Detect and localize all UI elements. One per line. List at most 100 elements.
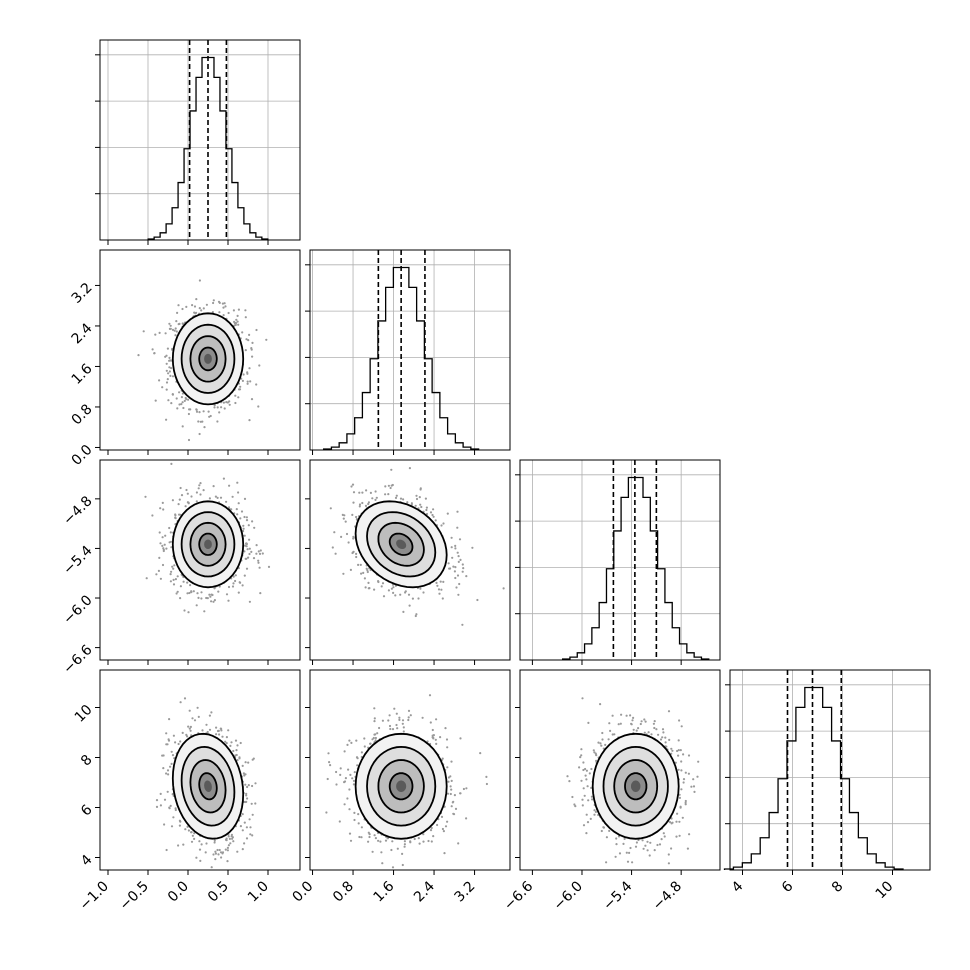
sample-point [447,562,450,565]
sample-point [244,349,247,352]
sample-point [237,491,240,494]
sample-point [161,501,164,504]
sample-point [176,311,179,314]
sample-point [238,756,241,759]
sample-point [159,804,162,807]
contour-line [189,335,227,383]
sample-point [255,328,258,332]
sample-point [394,594,397,597]
sample-point [358,503,362,506]
sample-point [257,550,260,553]
sample-point [177,304,180,307]
sample-point [185,305,188,308]
sample-point [456,574,460,577]
sample-point [359,563,362,567]
sample-point [441,597,444,600]
sample-point [179,597,182,600]
sample-point [251,834,254,837]
sample-point [242,373,245,376]
sample-point [258,566,261,569]
sample-point [329,764,332,767]
sample-point [179,486,182,490]
sample-point [170,570,173,573]
sample-point [255,383,258,386]
sample-point [205,842,208,845]
sample-point [205,723,208,726]
contour-line [388,532,414,556]
sample-point [216,848,219,852]
sample-point [198,848,202,851]
sample-point [459,558,462,562]
sample-point [373,733,376,736]
sample-point [165,772,168,775]
sample-point [162,547,165,550]
panel-frame [519,459,721,661]
sample-point [375,496,378,499]
sample-point [189,729,192,732]
sample-point [248,600,251,603]
sample-point [251,813,254,816]
sample-point [402,730,405,733]
sample-point [178,498,181,501]
panel-content [329,467,505,626]
sample-point [223,302,226,305]
sample-point [203,426,206,429]
sample-point [392,586,395,589]
sample-point [180,396,183,399]
sample-point [245,542,248,545]
sample-point [408,467,411,470]
sample-point [226,401,229,404]
sample-point [234,394,237,397]
sample-point [228,403,231,406]
sample-point [452,565,455,568]
sample-point [367,587,370,590]
sample-point [172,816,175,819]
sample-point [185,488,188,492]
sample-point [213,404,216,407]
sample-point [151,514,154,517]
sample-point [165,369,168,372]
sample-point [250,348,253,351]
sample-point [177,742,180,746]
sample-point [168,370,171,373]
contour-line [377,521,425,567]
sample-point [351,513,354,517]
contour-line [189,759,227,814]
sample-point [187,438,191,442]
sample-point [371,497,374,500]
sample-point [255,544,258,547]
sample-point [471,546,474,549]
sample-point [174,807,177,810]
sample-point [195,491,198,494]
sample-point [390,587,393,590]
sample-point [213,406,216,409]
sample-point [191,717,194,720]
sample-point [402,878,404,880]
sample-point [198,432,201,436]
sample-point [194,312,197,315]
sample-point [243,550,246,553]
sample-point [154,399,157,402]
sample-point [237,502,240,505]
sample-point [241,584,244,587]
sample-point [170,546,173,549]
sample-point [395,723,398,727]
sample-point [418,496,421,499]
sample-point [189,725,192,729]
contour-line [198,532,218,556]
sample-point [237,591,240,594]
sample-point [206,730,209,734]
sample-point [223,407,226,410]
sample-point [169,374,172,377]
sample-point [243,534,246,537]
sample-point [163,823,166,826]
sample-point [443,852,446,855]
sample-point [243,842,246,845]
sample-point [137,354,140,357]
sample-point [170,825,174,828]
sample-point [236,314,239,317]
sample-point [367,501,370,504]
sample-point [184,828,187,831]
sample-point [384,493,387,496]
sample-point [158,379,161,382]
